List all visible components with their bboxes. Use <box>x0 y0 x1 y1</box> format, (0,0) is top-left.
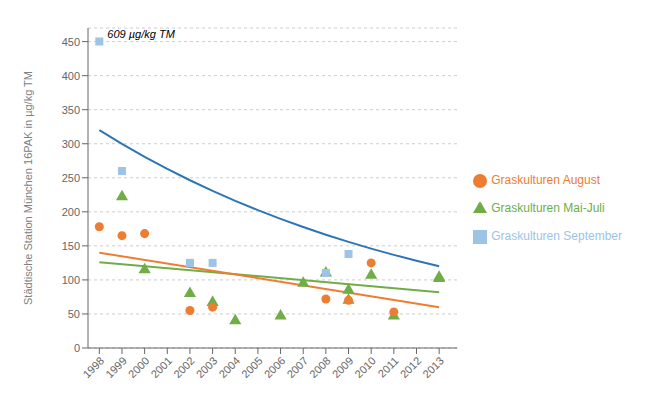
svg-text:350: 350 <box>62 104 80 116</box>
svg-text:2012: 2012 <box>398 354 424 380</box>
html-text:Graskulturen Mai-Juli: Graskulturen Mai-Juli <box>491 201 605 215</box>
svg-text:300: 300 <box>62 138 80 150</box>
svg-text:2013: 2013 <box>420 354 446 380</box>
svg-text:50: 50 <box>68 308 80 320</box>
svg-text:1998: 1998 <box>80 354 106 380</box>
svg-text:Städtische Station München 16P: Städtische Station München 16PAK in µg/k… <box>22 71 34 305</box>
svg-text:100: 100 <box>62 274 80 286</box>
svg-text:400: 400 <box>62 70 80 82</box>
svg-text:450: 450 <box>62 36 80 48</box>
svg-text:2004: 2004 <box>216 354 242 380</box>
svg-text:150: 150 <box>62 240 80 252</box>
svg-text:2007: 2007 <box>284 354 310 380</box>
svg-text:250: 250 <box>62 172 80 184</box>
svg-text:2002: 2002 <box>171 354 197 380</box>
svg-text:2000: 2000 <box>126 354 152 380</box>
html-text:Graskulturen August: Graskulturen August <box>491 173 600 187</box>
svg-text:2003: 2003 <box>194 354 220 380</box>
svg-text:2001: 2001 <box>148 354 174 380</box>
svg-text:2009: 2009 <box>330 354 356 380</box>
svg-text:2010: 2010 <box>352 354 378 380</box>
svg-text:0: 0 <box>74 342 80 354</box>
svg-text:2008: 2008 <box>307 354 333 380</box>
svg-text:2011: 2011 <box>376 354 401 379</box>
svg-text:2006: 2006 <box>262 354 288 380</box>
svg-text:200: 200 <box>62 206 80 218</box>
svg-text:2005: 2005 <box>239 354 265 380</box>
svg-text:1999: 1999 <box>103 354 129 380</box>
html-text:Graskulturen September: Graskulturen September <box>491 229 622 243</box>
svg-text:609 µg/kg TM: 609 µg/kg TM <box>107 28 175 40</box>
